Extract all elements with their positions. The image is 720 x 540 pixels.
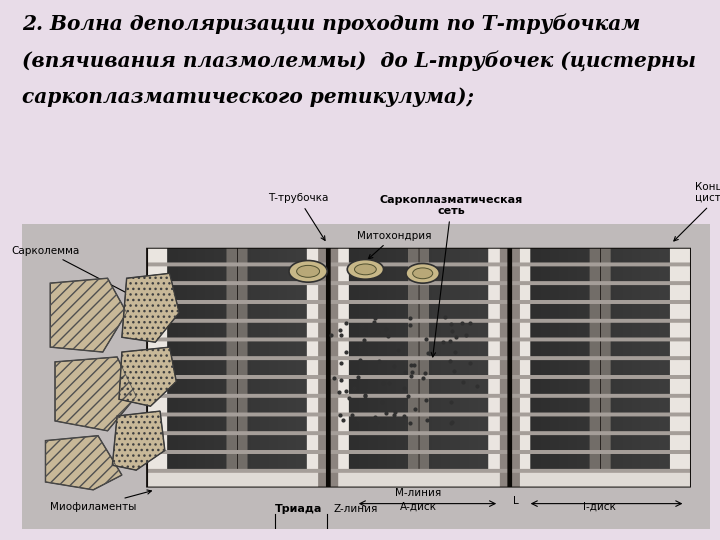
Text: Триада: Триада (275, 504, 323, 515)
Text: Т-трубочка: Т-трубочка (269, 193, 329, 240)
Ellipse shape (297, 265, 320, 278)
Polygon shape (55, 357, 136, 431)
Polygon shape (112, 411, 165, 470)
Ellipse shape (354, 264, 377, 275)
Text: 2. Волна деполяризации проходит по Т-трубочкам: 2. Волна деполяризации проходит по Т-тру… (22, 14, 640, 35)
Text: М-линия: М-линия (395, 488, 441, 498)
Text: Сарколемма: Сарколемма (12, 246, 142, 301)
Text: (впячивания плазмолеммы)  до L-трубочек (цистерны: (впячивания плазмолеммы) до L-трубочек (… (22, 50, 696, 71)
Text: Саркоплазматическая
сеть: Саркоплазматическая сеть (379, 194, 523, 357)
Text: I-диск: I-диск (583, 502, 616, 511)
Ellipse shape (347, 260, 384, 279)
Polygon shape (50, 278, 127, 352)
Text: Концевые
цистерны: Концевые цистерны (674, 182, 720, 241)
Polygon shape (119, 347, 176, 406)
Ellipse shape (289, 260, 327, 282)
Ellipse shape (413, 268, 433, 279)
Polygon shape (122, 273, 179, 342)
Text: L: L (513, 496, 519, 505)
Text: А-диск: А-диск (400, 502, 436, 511)
Text: саркоплазматического ретикулума);: саркоплазматического ретикулума); (22, 87, 474, 107)
Polygon shape (45, 436, 122, 490)
Text: Митохондрия: Митохондрия (357, 231, 431, 259)
Text: Миофиламенты: Миофиламенты (50, 490, 151, 511)
Text: Z-линия: Z-линия (333, 504, 378, 515)
Ellipse shape (406, 264, 439, 283)
